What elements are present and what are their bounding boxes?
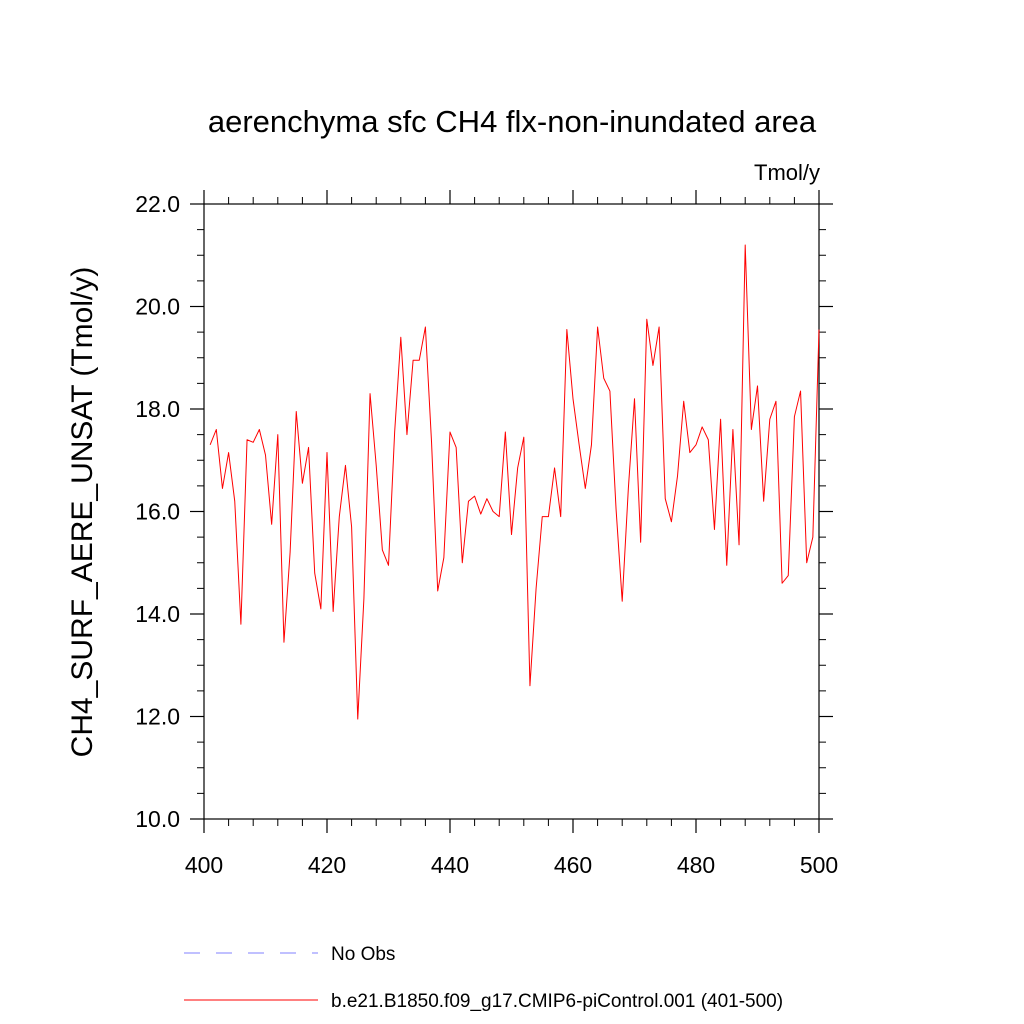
x-tick-label: 480 [677, 852, 715, 878]
legend: No Obs b.e21.B1850.f09_g17.CMIP6-piContro… [184, 944, 783, 1012]
y-tick-label: 14.0 [135, 601, 180, 627]
y-tick-label: 12.0 [135, 704, 180, 730]
units-label: Tmol/y [754, 160, 820, 185]
x-tick-label: 460 [554, 852, 592, 878]
chart-title: aerenchyma sfc CH4 flx-non-inundated are… [208, 104, 817, 139]
legend-label-1: No Obs [331, 944, 395, 965]
plot-frame [203, 203, 820, 820]
y-tick-label: 22.0 [135, 191, 180, 217]
y-tick-label: 16.0 [135, 499, 180, 525]
axis-ticks [190, 190, 833, 833]
y-axis-label: CH4_SURF_AERE_UNSAT (Tmol/y) [66, 267, 99, 758]
legend-label-0: b.e21.B1850.f09_g17.CMIP6-piControl.001 … [331, 991, 783, 1012]
y-tick-label: 20.0 [135, 294, 180, 320]
x-tick-label: 500 [800, 852, 838, 878]
y-tick-label: 18.0 [135, 396, 180, 422]
y-tick-label: 10.0 [135, 806, 180, 832]
x-tick-labels: 400 420 440 460 480 500 [185, 852, 838, 878]
x-tick-label: 400 [185, 852, 223, 878]
series-lines [209, 244, 820, 720]
y-tick-labels: 10.0 12.0 14.0 16.0 18.0 20.0 22.0 [135, 191, 180, 832]
x-tick-label: 420 [308, 852, 346, 878]
series-line-0 [209, 244, 820, 720]
x-tick-label: 440 [431, 852, 469, 878]
